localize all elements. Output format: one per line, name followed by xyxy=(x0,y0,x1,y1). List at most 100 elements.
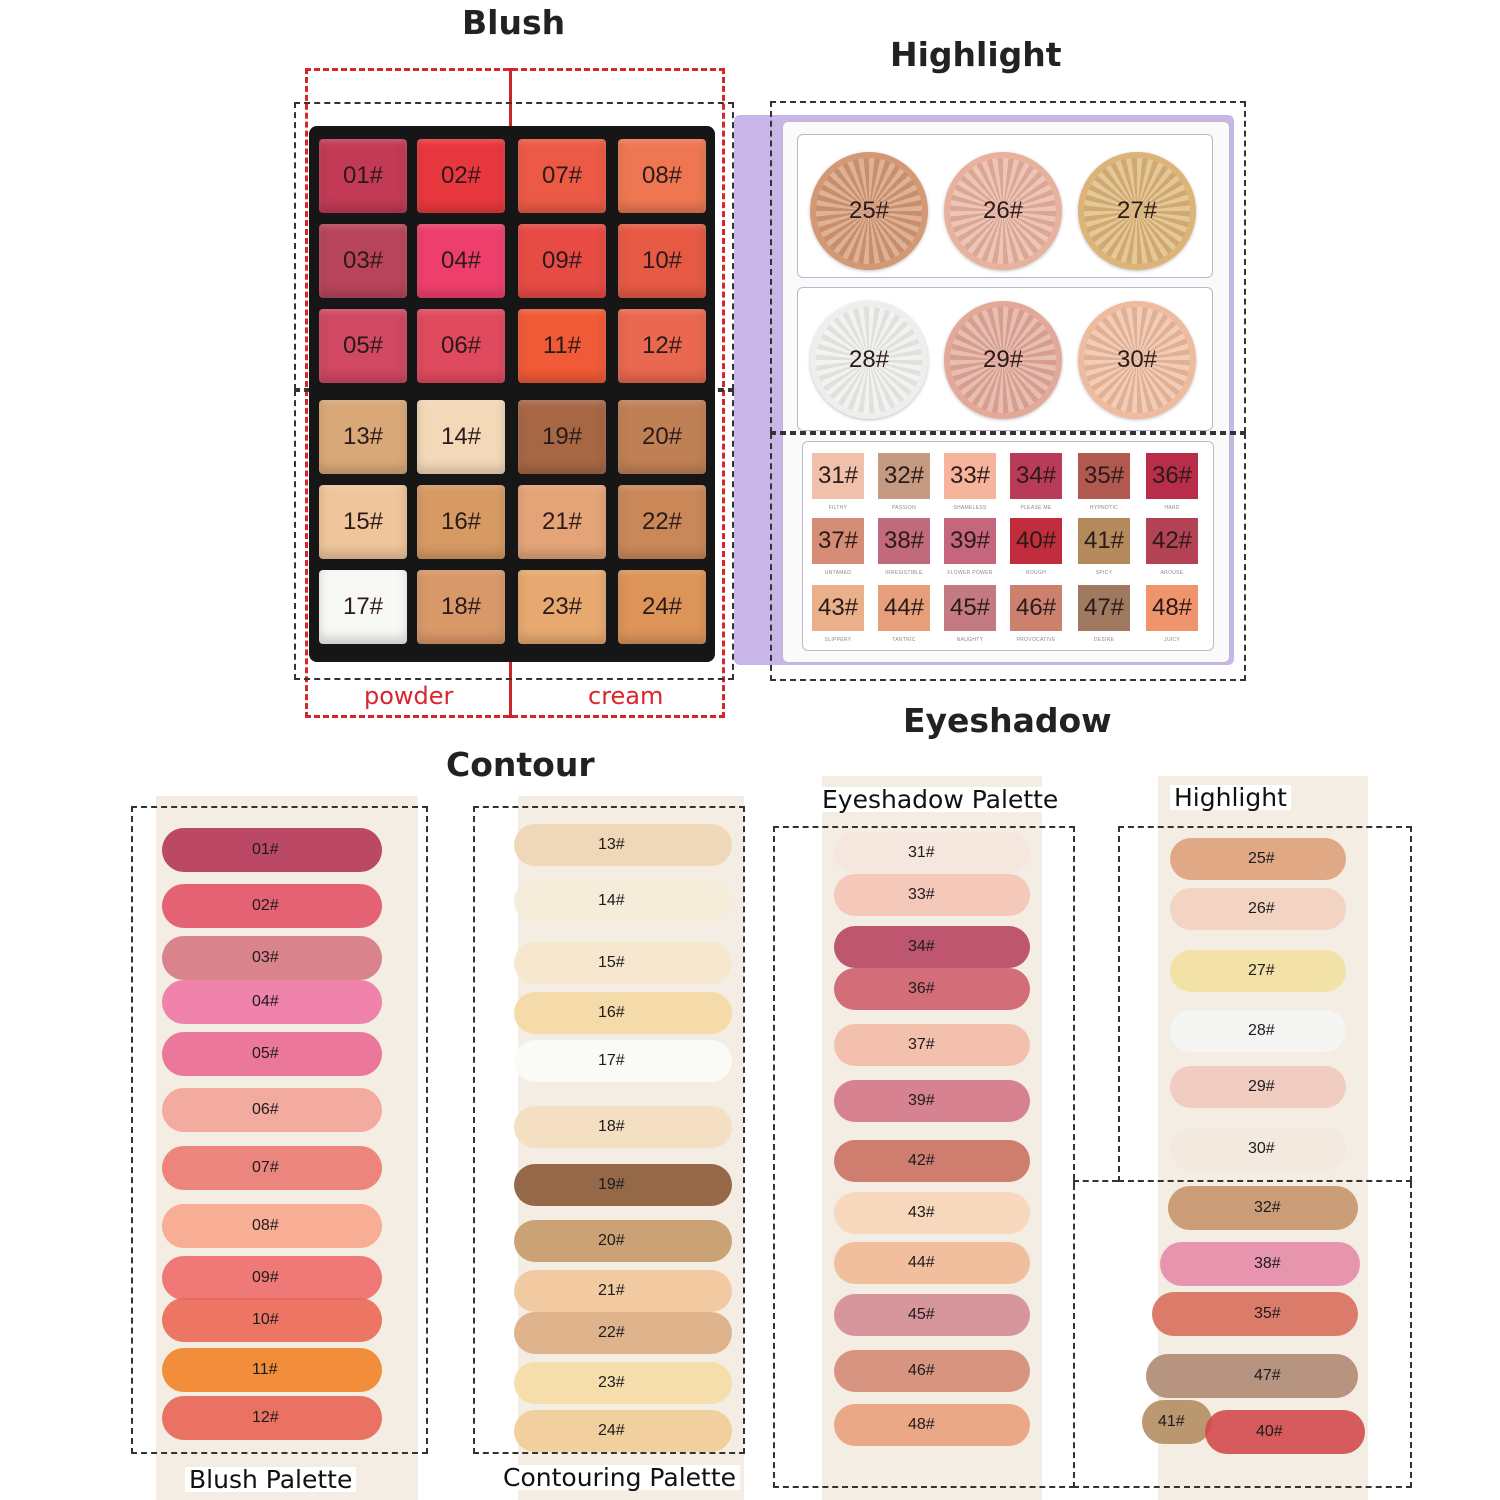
eyeshadow-pan: 39# xyxy=(944,518,996,564)
swatch-label: 42# xyxy=(908,1152,935,1169)
swatch-label: 06# xyxy=(252,1101,279,1118)
swatch-label: 31# xyxy=(908,844,935,861)
arm-swatch xyxy=(1142,1400,1212,1444)
palette-pan: 11# xyxy=(518,309,606,383)
swatch-label: 33# xyxy=(908,886,935,903)
swatch-label: 25# xyxy=(1248,850,1275,867)
contour-swatch-frame xyxy=(473,806,745,1454)
swatch-label: 48# xyxy=(908,1416,935,1433)
highlighter-pan: 26# xyxy=(944,152,1062,270)
eyeshadow-name: NAUGHTY xyxy=(956,637,984,643)
highlighter-pan: 27# xyxy=(1078,152,1196,270)
blush-red-frame xyxy=(305,68,725,718)
swatch-label: 32# xyxy=(1254,1199,1281,1216)
eyeshadow-name: SLIPPERY xyxy=(824,637,852,643)
highlight-caption: Highlight xyxy=(1170,785,1291,810)
palette-pan: 23# xyxy=(518,570,606,644)
arm-swatch xyxy=(162,980,382,1024)
arm-swatch xyxy=(514,1270,732,1312)
swatch-label: 15# xyxy=(598,954,625,971)
swatch-label: 30# xyxy=(1248,1140,1275,1157)
palette-pan: 06# xyxy=(417,309,505,383)
palette-pan: 01# xyxy=(319,139,407,213)
arm-swatch xyxy=(162,884,382,928)
highlighter-pan: 25# xyxy=(810,152,928,270)
glitter-swatch-frame xyxy=(1073,1182,1412,1488)
arm-swatch xyxy=(514,880,732,922)
highlighter-label: 29# xyxy=(982,346,1024,373)
swatch-label: 19# xyxy=(598,1176,625,1193)
eyeshadow-pan: 43# xyxy=(812,585,864,631)
arm-swatch xyxy=(834,1024,1030,1066)
eyeshadow-pan: 31# xyxy=(812,453,864,499)
swatch-label: 09# xyxy=(252,1269,279,1286)
arm-swatch xyxy=(514,1362,732,1404)
arm-swatch xyxy=(834,1404,1030,1446)
eyeshadow-name: IRRESISTIBLE xyxy=(885,570,923,576)
eyeshadow-name: UNTAMED xyxy=(824,570,852,576)
eyeshadow-palette-caption: Eyeshadow Palette xyxy=(818,787,1063,812)
arm-swatch xyxy=(1152,1292,1358,1336)
eyeshadow-name: PASSION xyxy=(892,505,916,511)
arm-swatch xyxy=(514,1220,732,1262)
palette-pan: 10# xyxy=(618,224,706,298)
palette-pan: 18# xyxy=(417,570,505,644)
arm-swatch xyxy=(162,1146,382,1190)
eyeshadow-pan: 42# xyxy=(1146,518,1198,564)
swatch-label: 36# xyxy=(908,980,935,997)
eyeshadow-pan: 38# xyxy=(878,518,930,564)
palette-pan: 09# xyxy=(518,224,606,298)
arm-swatch xyxy=(162,1348,382,1392)
eyeshadow-name: FLOWER POWER xyxy=(947,570,993,576)
arm-swatch xyxy=(162,1396,382,1440)
eyeshadow-swatch-frame xyxy=(773,826,1075,1488)
eyeshadow-pan: 36# xyxy=(1146,453,1198,499)
contour-title: Contour xyxy=(446,745,595,784)
arm-swatch xyxy=(834,1192,1030,1234)
palette-pan: 24# xyxy=(618,570,706,644)
swatch-label: 29# xyxy=(1248,1078,1275,1095)
swatch-label: 05# xyxy=(252,1045,279,1062)
blush-title: Blush xyxy=(462,3,566,42)
highlighter-pan: 30# xyxy=(1078,301,1196,419)
arm-swatch xyxy=(1160,1242,1360,1286)
contouring-palette-caption: Contouring Palette xyxy=(499,1465,741,1490)
arm-swatch xyxy=(1170,1128,1346,1170)
arm-swatch xyxy=(1170,888,1346,930)
arm-swatch xyxy=(834,1350,1030,1392)
swatch-label: 22# xyxy=(598,1324,625,1341)
eyeshadow-pan: 35# xyxy=(1078,453,1130,499)
eyeshadow-name: JUICY xyxy=(1164,637,1180,643)
eyeshadow-name: SPICY xyxy=(1095,570,1113,576)
arm-swatch xyxy=(834,832,1030,874)
palette-pan: 21# xyxy=(518,485,606,559)
palette-pan: 02# xyxy=(417,139,505,213)
swatch-label: 07# xyxy=(252,1159,279,1176)
eyeshadow-pan: 46# xyxy=(1010,585,1062,631)
swatch-label: 13# xyxy=(598,836,625,853)
arm-swatch xyxy=(514,1106,732,1148)
swatch-label: 17# xyxy=(598,1052,625,1069)
swatch-label: 27# xyxy=(1248,962,1275,979)
frame-joint-vertical xyxy=(1073,1180,1075,1190)
swatch-label: 24# xyxy=(598,1422,625,1439)
arm-swatch xyxy=(162,1088,382,1132)
swatch-label: 23# xyxy=(598,1374,625,1391)
swatch-label: 18# xyxy=(598,1118,625,1135)
highlighter-label: 28# xyxy=(848,346,890,373)
palette-pan: 04# xyxy=(417,224,505,298)
eyeshadow-name: TANTRIC xyxy=(892,637,916,643)
powder-label: powder xyxy=(364,682,454,710)
arm-swatch xyxy=(1146,1354,1358,1398)
swatch-label: 16# xyxy=(598,1004,625,1021)
eyeshadow-name: HYPNOTIC xyxy=(1089,505,1119,511)
arm-swatch xyxy=(514,1164,732,1206)
arm-swatch xyxy=(1170,1010,1346,1052)
swatch-label: 45# xyxy=(908,1306,935,1323)
frame-joint xyxy=(1073,1180,1118,1188)
swatch-label: 02# xyxy=(252,897,279,914)
arm-swatch xyxy=(834,926,1030,968)
palette-pan: 16# xyxy=(417,485,505,559)
highlight-section-frame xyxy=(770,101,1246,433)
highlight-title: Highlight xyxy=(890,35,1062,74)
